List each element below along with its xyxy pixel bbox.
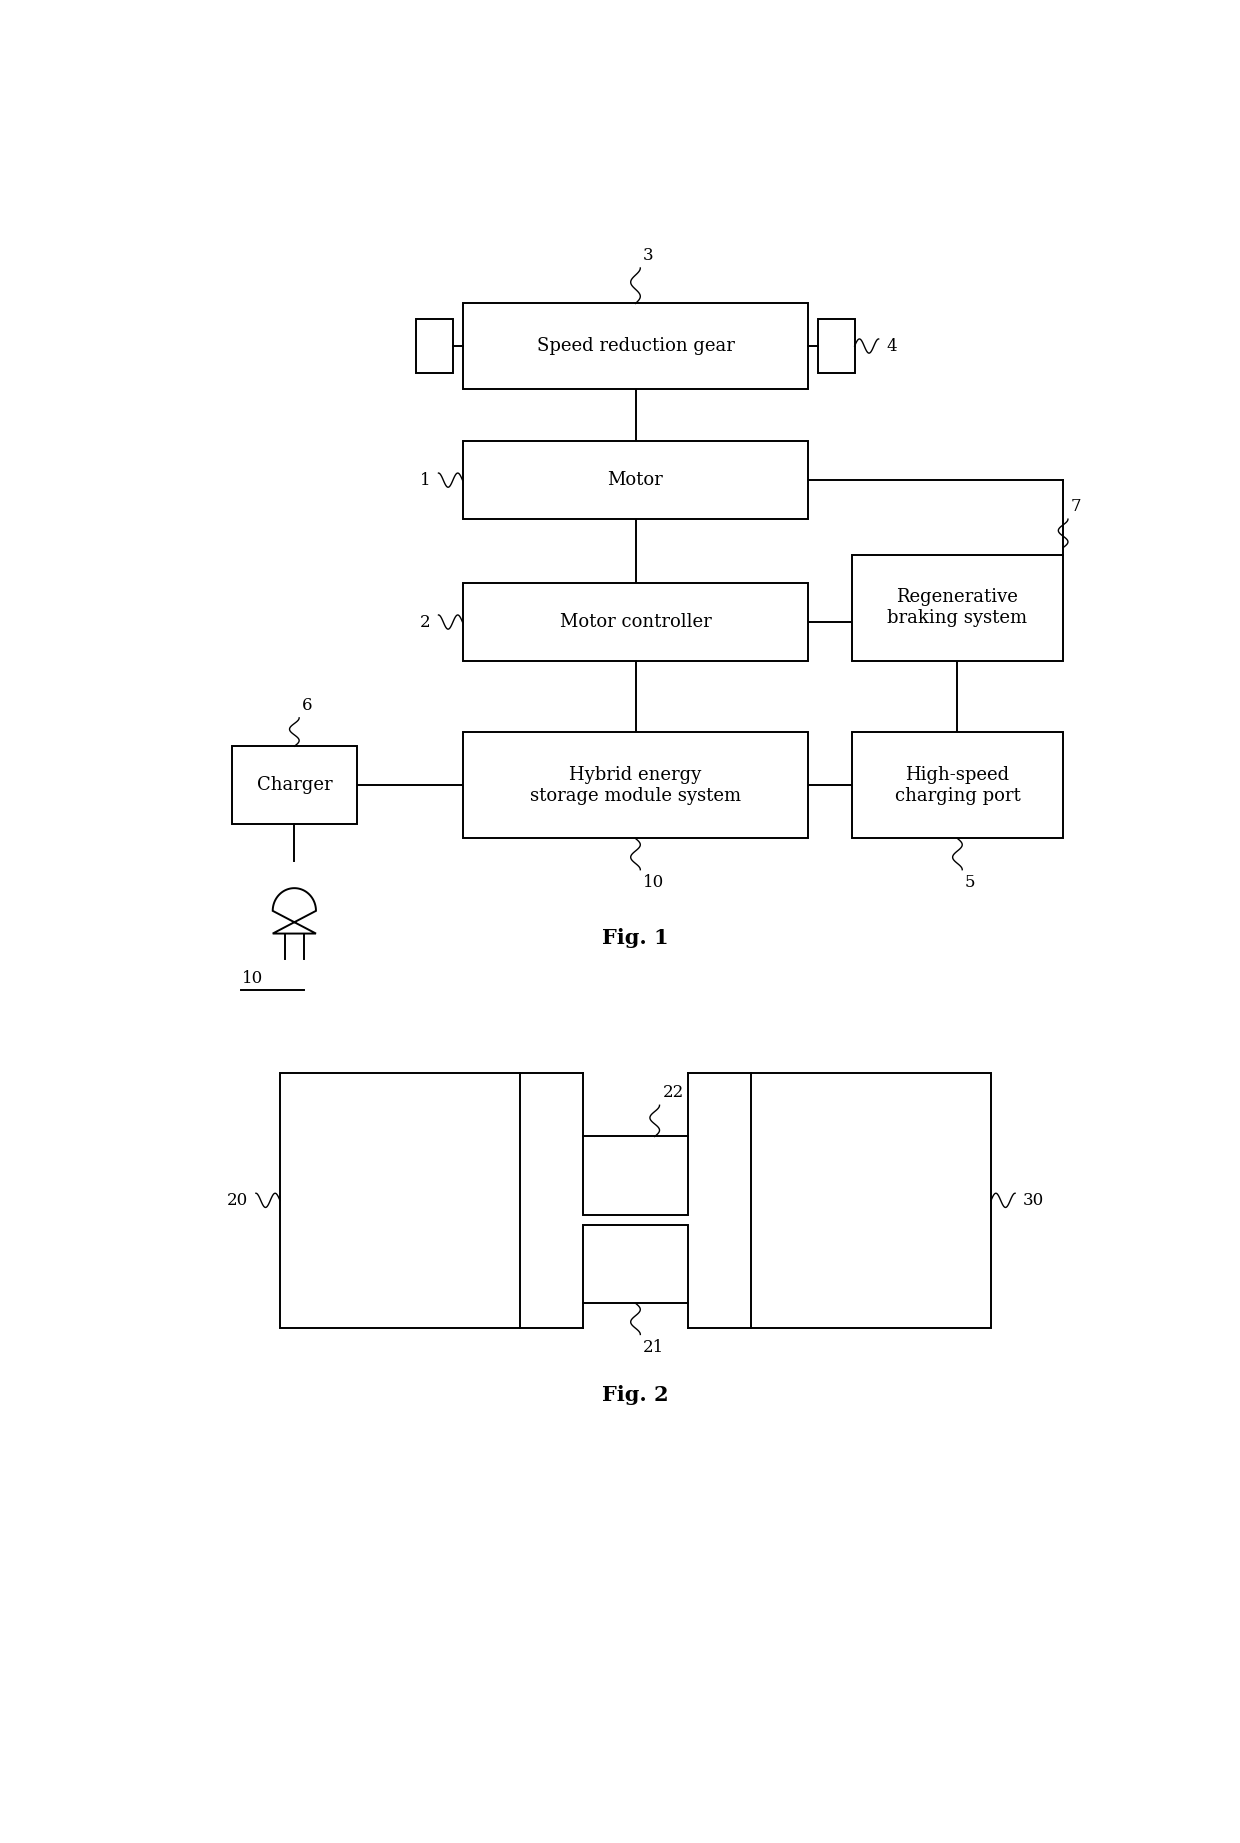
Text: Speed reduction gear: Speed reduction gear <box>537 337 734 356</box>
FancyBboxPatch shape <box>463 732 808 839</box>
Text: 7: 7 <box>1071 498 1081 514</box>
Text: 10: 10 <box>242 971 263 988</box>
Text: Hybrid energy
storage module system: Hybrid energy storage module system <box>529 767 742 805</box>
FancyBboxPatch shape <box>463 582 808 662</box>
FancyBboxPatch shape <box>232 746 357 824</box>
Text: 1: 1 <box>420 472 430 488</box>
Text: 10: 10 <box>644 874 665 890</box>
Text: 3: 3 <box>644 247 653 264</box>
Text: 21: 21 <box>644 1338 665 1356</box>
Text: 2: 2 <box>420 614 430 630</box>
Text: Motor: Motor <box>608 472 663 488</box>
Text: High-speed
charging port: High-speed charging port <box>894 767 1021 805</box>
Text: 22: 22 <box>662 1084 683 1100</box>
Text: Fig. 2: Fig. 2 <box>603 1386 668 1406</box>
Text: Charger: Charger <box>257 776 332 794</box>
FancyBboxPatch shape <box>583 1226 688 1303</box>
Text: 30: 30 <box>1023 1192 1044 1209</box>
Text: Fig. 1: Fig. 1 <box>603 927 668 947</box>
FancyBboxPatch shape <box>417 319 453 372</box>
Text: Regenerative
braking system: Regenerative braking system <box>888 588 1028 627</box>
Text: 4: 4 <box>887 337 897 354</box>
Polygon shape <box>273 888 316 934</box>
FancyBboxPatch shape <box>818 319 854 372</box>
Text: 5: 5 <box>965 874 976 890</box>
Text: Motor controller: Motor controller <box>559 614 712 630</box>
FancyBboxPatch shape <box>463 304 808 389</box>
FancyBboxPatch shape <box>852 732 1063 839</box>
FancyBboxPatch shape <box>751 1073 991 1329</box>
FancyBboxPatch shape <box>583 1137 688 1215</box>
FancyBboxPatch shape <box>852 555 1063 662</box>
FancyBboxPatch shape <box>280 1073 521 1329</box>
Text: 20: 20 <box>227 1192 248 1209</box>
Text: 6: 6 <box>303 697 312 713</box>
FancyBboxPatch shape <box>463 440 808 520</box>
